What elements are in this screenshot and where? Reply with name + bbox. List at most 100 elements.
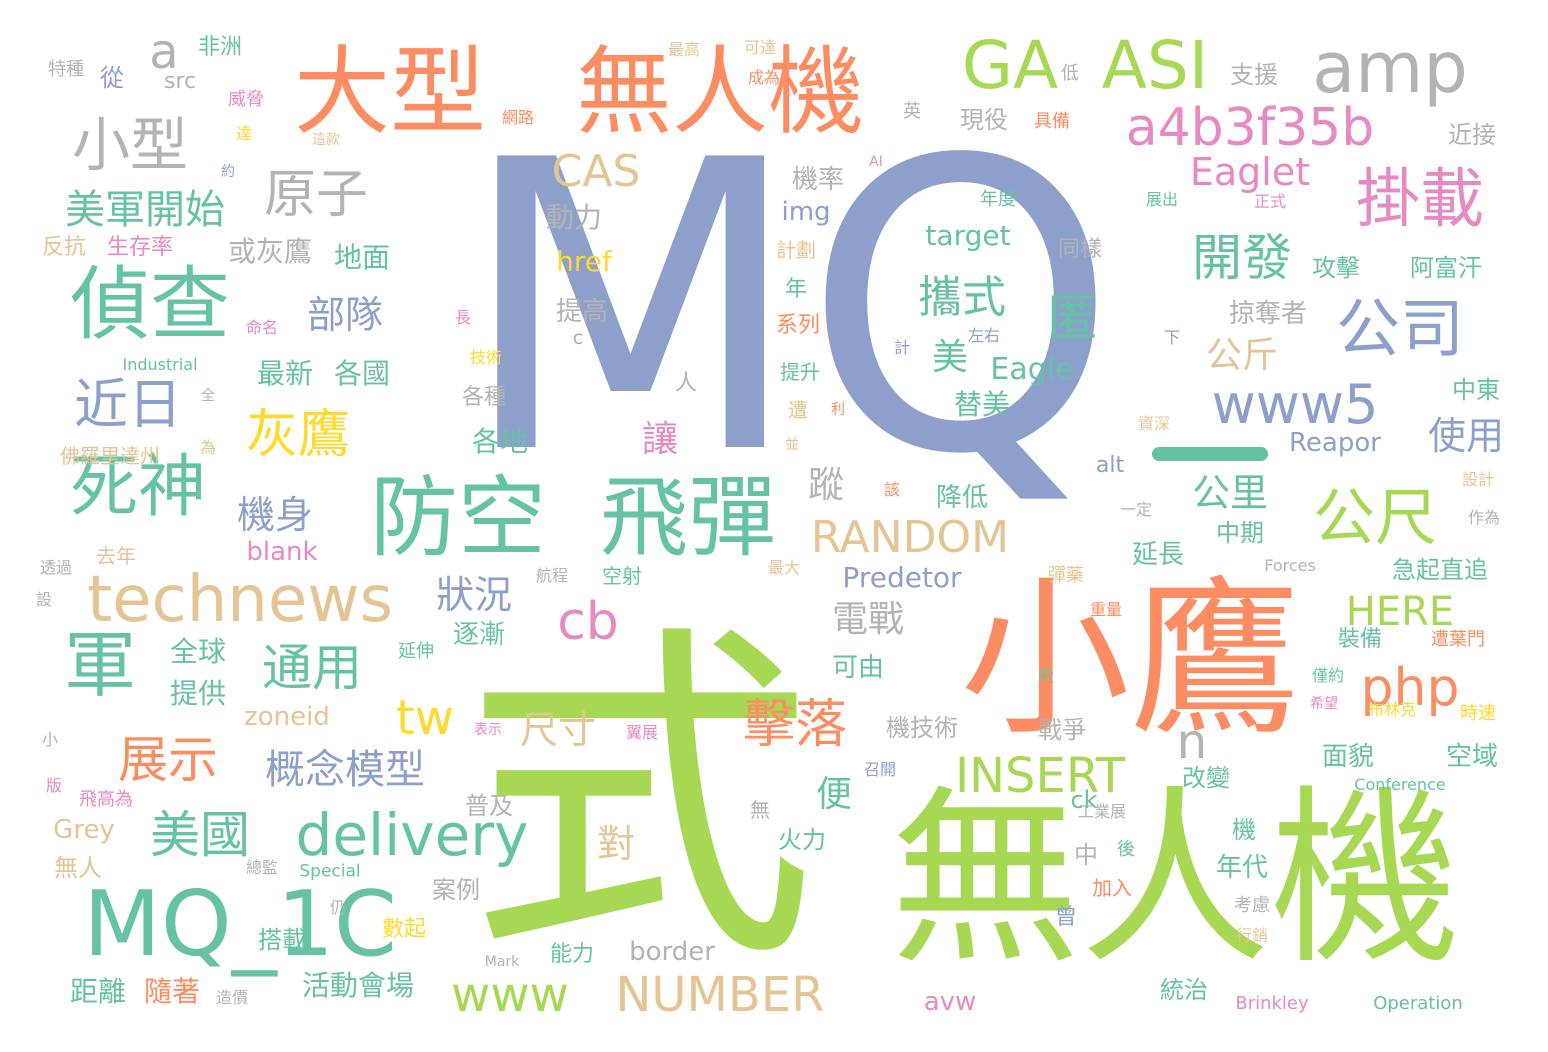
word-bulinke: 布林克 <box>1367 700 1417 719</box>
word-MQ-1C: MQ_1C <box>83 872 397 977</box>
word-gongchi: 公尺 <box>1312 481 1438 554</box>
word-suizhe: 隨著 <box>143 975 201 1008</box>
word-zoneid: zoneid <box>244 702 330 732</box>
word-jinyue: 僅約 <box>1311 666 1345 685</box>
word-jiaru: 加入 <box>1092 876 1132 900</box>
word-Operation: Operation <box>1373 993 1463 1014</box>
word-chi: 呎 <box>1037 666 1055 685</box>
word-li: 利 <box>831 402 845 418</box>
word-Grey: Grey <box>53 815 115 845</box>
word-touguo: 透過 <box>39 558 73 577</box>
word-a: a <box>149 24 179 80</box>
word-RANDOM: RANDOM <box>810 512 1010 563</box>
word-quanqiu: 全球 <box>169 635 227 668</box>
word-jihua: 計劃 <box>776 238 816 262</box>
word-zhongqi: 中期 <box>1216 519 1264 547</box>
word-dongli: 動力 <box>545 201 603 234</box>
word-shisu: 時速 <box>1460 703 1496 724</box>
word-yizhan: 翼展 <box>625 723 659 742</box>
word-src: src <box>163 69 197 94</box>
word-zaoyemen: 遭葉門 <box>1431 629 1485 650</box>
word-tigong: 提供 <box>169 677 227 710</box>
word-zhongdong: 中東 <box>1452 376 1500 404</box>
word-bing: 並 <box>785 437 799 453</box>
word-geguo: 各國 <box>333 357 391 390</box>
word-INSERT: INSERT <box>954 748 1126 804</box>
word-gongyezhan: 工業展 <box>1077 802 1127 821</box>
word-gongjin: 公斤 <box>1205 335 1279 376</box>
word-zuowei: 作為 <box>1467 508 1501 527</box>
word-Predetor: Predetor <box>842 561 962 594</box>
word-hangcheng: 航程 <box>535 566 569 585</box>
word-timei: 替美 <box>953 388 1011 421</box>
word-yuanzi: 原子 <box>263 165 369 225</box>
word-Brinkley: Brinkley <box>1235 993 1309 1014</box>
word-ren: 人 <box>674 371 698 396</box>
word-zuixin: 最新 <box>256 357 314 390</box>
word-dui: 對 <box>596 822 636 866</box>
word-gedi: 各地 <box>471 425 529 458</box>
word-she: 設 <box>35 590 53 609</box>
word-tigao: 提高 <box>555 297 609 327</box>
word-php: php <box>1360 658 1460 718</box>
word-danyao: 彈藥 <box>1048 565 1084 586</box>
word-yue: 約 <box>221 164 235 180</box>
word-amp: amp <box>1312 27 1468 109</box>
word-NUMBER: NUMBER <box>615 967 825 1023</box>
word-dimian: 地面 <box>333 241 391 274</box>
word-yanchang: 延長 <box>1131 540 1185 570</box>
word-avw: avw <box>923 987 977 1017</box>
word-zhong: 中 <box>1074 841 1098 869</box>
word-nengli: 能力 <box>549 942 595 967</box>
word-huodong-huichang: 活動會場 <box>301 969 415 1002</box>
word-shiyong: 使用 <box>1427 414 1505 458</box>
word-jiangdi: 降低 <box>935 483 989 513</box>
word-fangkong: 防空 <box>369 466 547 569</box>
word-jilv: 機率 <box>791 165 845 195</box>
word-zhanzheng: 戰爭 <box>1038 716 1086 744</box>
word-xilie: 系列 <box>775 313 821 338</box>
word-guazai: 掛載 <box>1356 163 1484 237</box>
word-zhongliang: 重量 <box>1089 600 1123 619</box>
word-zhanchu: 展出 <box>1145 190 1179 209</box>
word-gai: 該 <box>883 480 901 499</box>
word-ji-jisuan: 計 <box>893 338 911 357</box>
word-cb: cb <box>557 592 619 652</box>
word-zhaokai: 召開 <box>863 760 897 779</box>
word-nian: 年 <box>784 277 808 302</box>
word-alt: alt <box>1095 453 1125 478</box>
word-tongyang: 同樣 <box>1057 237 1103 262</box>
word-Special: Special <box>299 861 361 882</box>
word-wu: 無 <box>750 798 770 822</box>
word-budui: 部隊 <box>306 293 384 337</box>
word-href: href <box>556 245 612 278</box>
word-jiqi-zhizhui: 急起直追 <box>1392 556 1488 584</box>
word-jun: 軍 <box>63 623 137 707</box>
word-C: C <box>573 332 583 348</box>
word-ni: 匿 <box>1047 289 1097 347</box>
word-Eaglet: Eaglet <box>1189 150 1311 194</box>
word-qunian: 去年 <box>96 544 136 568</box>
word-foluolidazhou: 佛羅里達州 <box>60 444 160 468</box>
word-www5: www5 <box>1211 373 1379 436</box>
word-gaibian: 改變 <box>1182 764 1230 792</box>
word-gongsi: 公司 <box>1336 293 1464 367</box>
word-Eagle: Eagle <box>990 352 1074 387</box>
word-biaoshi: 表示 <box>474 722 502 738</box>
word-juli: 距離 <box>69 975 127 1008</box>
word-kaolv: 考慮 <box>1234 895 1270 916</box>
word-meiguo: 美國 <box>150 806 250 864</box>
word-img: img <box>781 197 831 227</box>
word-huoli: 火力 <box>778 826 826 854</box>
word-quan: 全 <box>201 388 215 404</box>
word-chicun: 尺寸 <box>519 708 597 752</box>
word-chang: 長 <box>454 308 472 327</box>
word-zhanshi: 展示 <box>118 731 218 789</box>
word-gezhong: 各種 <box>461 385 507 410</box>
word-sheji: 設計 <box>1461 470 1495 489</box>
word-gongji: 攻擊 <box>1312 254 1360 282</box>
word-wurenji-top: 無人機 <box>576 36 864 148</box>
word-zhekuan: 這款 <box>312 132 340 148</box>
word-zuoyou: 左右 <box>967 326 1001 345</box>
word-technews: technews <box>87 563 393 637</box>
